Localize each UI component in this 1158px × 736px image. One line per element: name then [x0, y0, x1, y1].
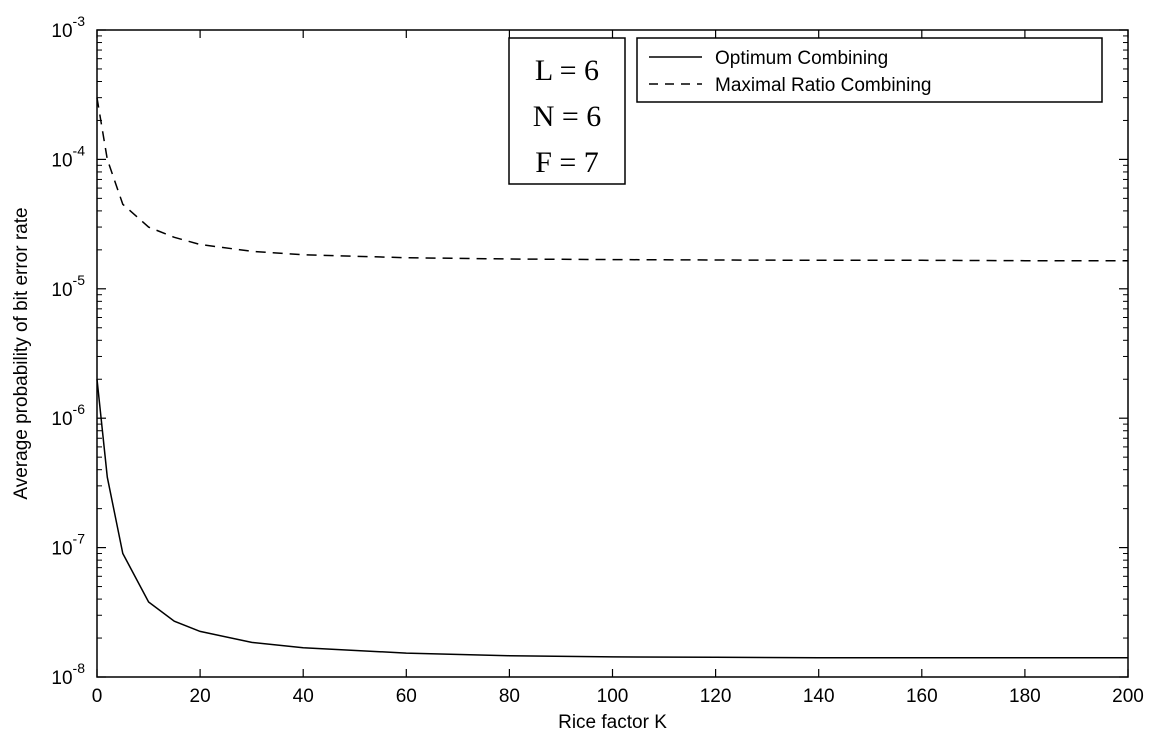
x-tick-label: 100 — [597, 686, 629, 707]
legend-label-optimum-combining: Optimum Combining — [715, 48, 888, 69]
legend: Optimum Combining Maximal Ratio Combinin… — [636, 37, 1103, 103]
annotation-line-n: N = 6 — [533, 100, 602, 133]
y-tick-label: 10-5 — [51, 272, 85, 301]
legend-frame — [636, 37, 1103, 103]
annotation-line-l: L = 6 — [535, 54, 599, 87]
y-tick-label: 10-4 — [51, 142, 85, 171]
y-tick-label: 10-8 — [51, 660, 85, 689]
y-axis-ticks: 10-8 10-7 10-6 10-5 10-4 10-3 — [51, 13, 1128, 689]
series-line-optimum-combining — [96, 379, 1128, 659]
x-tick-label: 60 — [396, 686, 417, 707]
x-tick-label: 180 — [1009, 686, 1041, 707]
x-tick-label: 80 — [499, 686, 520, 707]
x-tick-label: 160 — [906, 686, 938, 707]
y-tick-label: 10-7 — [51, 531, 85, 560]
annotation-frame — [508, 37, 626, 185]
x-axis-label: Rice factor K — [558, 712, 667, 733]
x-tick-label: 140 — [803, 686, 835, 707]
series-group — [96, 97, 1128, 659]
legend-label-maximal-ratio-combining: Maximal Ratio Combining — [715, 75, 931, 96]
x-tick-label: 120 — [700, 686, 732, 707]
x-tick-label: 40 — [293, 686, 314, 707]
x-tick-label: 200 — [1112, 686, 1144, 707]
parameter-annotation-box: L = 6 N = 6 F = 7 — [508, 37, 626, 185]
x-axis-ticks: 0 20 40 60 80 100 120 140 160 180 200 — [92, 30, 1144, 707]
annotation-line-f: F = 7 — [535, 146, 599, 179]
x-tick-label: 0 — [92, 686, 103, 707]
x-tick-label: 20 — [190, 686, 211, 707]
y-tick-label: 10-3 — [51, 13, 85, 42]
y-tick-label: 10-6 — [51, 401, 85, 430]
y-axis-label: Average probability of bit error rate — [11, 207, 32, 499]
series-line-maximal-ratio-combining — [96, 97, 1128, 262]
